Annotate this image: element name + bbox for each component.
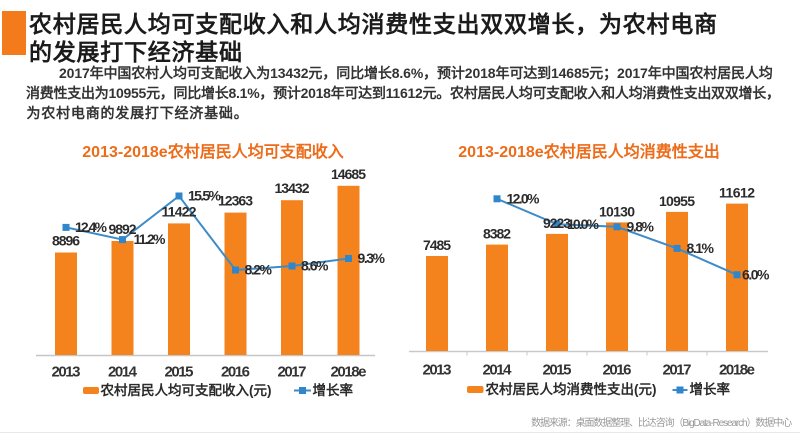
svg-text:6.0%: 6.0% bbox=[742, 266, 770, 282]
svg-text:增长率: 增长率 bbox=[313, 382, 354, 398]
svg-text:2014: 2014 bbox=[108, 364, 138, 381]
svg-text:9.3%: 9.3% bbox=[358, 250, 386, 266]
svg-text:10955: 10955 bbox=[659, 193, 695, 209]
svg-text:15.5%: 15.5% bbox=[188, 188, 222, 204]
svg-text:10130: 10130 bbox=[599, 203, 635, 219]
svg-text:2013: 2013 bbox=[52, 364, 81, 381]
svg-text:10.0%: 10.0% bbox=[567, 216, 600, 232]
svg-text:2014: 2014 bbox=[483, 362, 513, 379]
svg-text:14685: 14685 bbox=[331, 166, 366, 182]
svg-text:9892: 9892 bbox=[109, 221, 137, 237]
svg-text:8.1%: 8.1% bbox=[687, 240, 715, 256]
svg-text:11.2%: 11.2% bbox=[134, 231, 167, 247]
svg-text:农村居民人均可支配收入(元): 农村居民人均可支配收入(元) bbox=[100, 382, 272, 398]
svg-text:8.2%: 8.2% bbox=[245, 262, 273, 278]
svg-text:2015: 2015 bbox=[543, 362, 572, 379]
svg-text:7485: 7485 bbox=[423, 237, 451, 253]
svg-text:增长率: 增长率 bbox=[690, 381, 731, 397]
svg-text:2013: 2013 bbox=[423, 362, 452, 379]
svg-text:2018e: 2018e bbox=[719, 362, 755, 379]
svg-text:2016: 2016 bbox=[221, 364, 250, 381]
svg-text:13432: 13432 bbox=[275, 180, 310, 196]
svg-text:12.4%: 12.4% bbox=[75, 219, 108, 235]
svg-text:9.8%: 9.8% bbox=[627, 218, 655, 234]
svg-text:2016: 2016 bbox=[603, 362, 632, 379]
svg-text:2017: 2017 bbox=[278, 364, 307, 381]
svg-text:11612: 11612 bbox=[719, 185, 755, 201]
svg-text:农村居民人均消费性支出(元): 农村居民人均消费性支出(元) bbox=[485, 381, 657, 397]
svg-text:8896: 8896 bbox=[52, 233, 80, 249]
svg-text:2015: 2015 bbox=[165, 364, 194, 381]
svg-text:2017: 2017 bbox=[663, 362, 692, 379]
svg-text:9223: 9223 bbox=[543, 215, 571, 231]
svg-text:12363: 12363 bbox=[218, 193, 253, 209]
svg-text:8.6%: 8.6% bbox=[301, 258, 329, 274]
svg-text:2018e: 2018e bbox=[331, 364, 367, 381]
svg-text:12.0%: 12.0% bbox=[507, 190, 541, 206]
svg-text:11422: 11422 bbox=[162, 203, 197, 219]
svg-text:8382: 8382 bbox=[483, 226, 511, 242]
